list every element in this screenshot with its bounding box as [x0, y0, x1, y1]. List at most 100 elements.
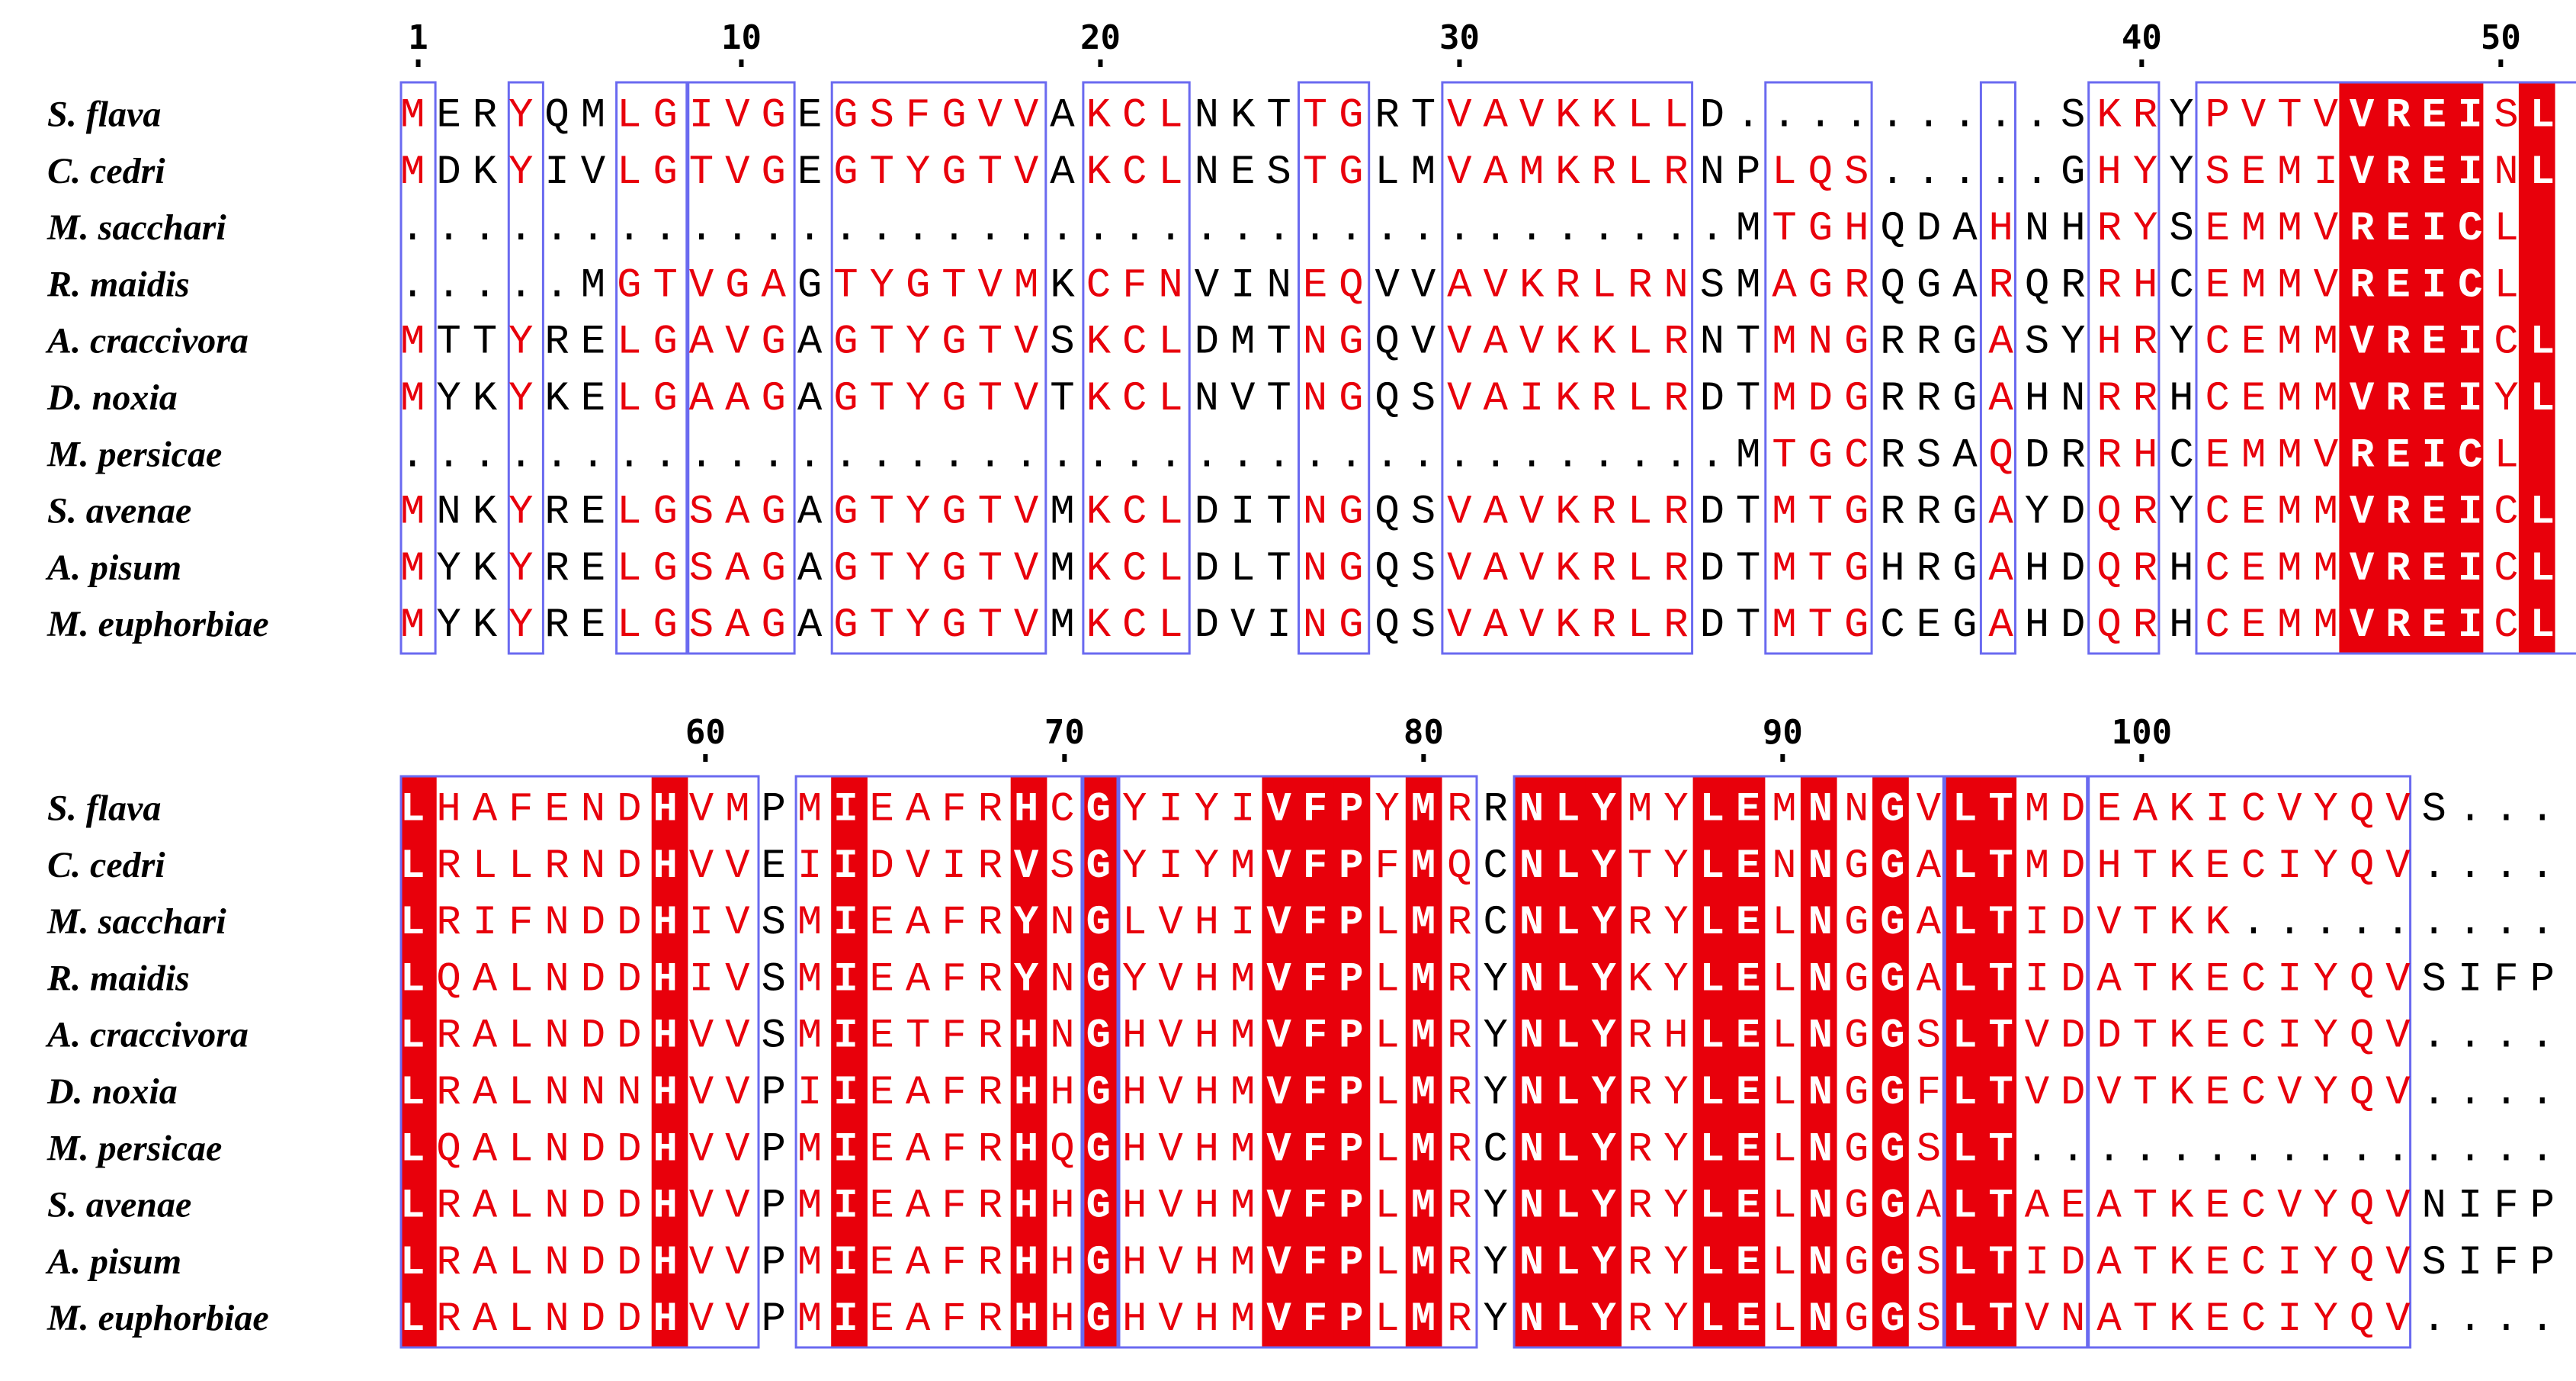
similarity-box: [2087, 81, 2161, 655]
ruler-tick-label: 10: [721, 18, 762, 57]
species-name: S. avenae: [47, 1185, 191, 1225]
identical-column-highlight: [831, 776, 868, 1347]
similarity-box: [1943, 775, 2089, 1349]
species-name: A. pisum: [45, 1241, 181, 1282]
identical-column-highlight: [1549, 776, 1586, 1347]
ruler-tick-label: 20: [1080, 18, 1121, 57]
similarity-box: [794, 775, 1083, 1349]
species-name: M. sacchari: [47, 901, 226, 942]
identical-column-highlight: [1082, 776, 1119, 1347]
identical-column-highlight: [1010, 776, 1047, 1347]
similarity-box: [1298, 81, 1371, 655]
identical-column-highlight: [1980, 776, 2017, 1347]
ruler-tick-label: 70: [1044, 713, 1085, 752]
similarity-box: [830, 81, 1047, 655]
ruler-tick-mark: [1421, 754, 1426, 762]
ruler-tick-mark: [1098, 59, 1103, 67]
ruler-tick-label: 90: [1763, 713, 1803, 752]
ruler-tick-mark: [2498, 59, 2504, 67]
similarity-box: [1513, 775, 1945, 1349]
similarity-box: [1441, 81, 1694, 655]
identical-column-highlight: [1800, 776, 1837, 1347]
identical-column-highlight: [1585, 776, 1622, 1347]
similarity-box: [2195, 81, 2576, 655]
ruler-tick-label: 40: [2122, 18, 2162, 57]
ruler-tick-mark: [415, 59, 421, 67]
identical-column-highlight: [1728, 776, 1766, 1347]
species-name: C. cedri: [47, 845, 165, 885]
species-name: M. persicae: [47, 1128, 222, 1168]
similarity-box: [687, 81, 796, 655]
identical-column-highlight: [1944, 776, 1981, 1347]
similarity-box: [1118, 775, 1478, 1349]
identical-column-highlight: [1692, 776, 1730, 1347]
species-name: M. persicae: [47, 434, 222, 474]
identical-column-highlight: [651, 776, 688, 1347]
species-name: S. avenae: [47, 491, 191, 532]
alignment-block-2: 60 70 80 90 100 S. flava L H A F E N D H V M P M I E A F R H C G Y…: [45, 713, 2555, 1349]
identical-column-highlight: [2518, 82, 2555, 654]
species-name: A. craccivora: [45, 1015, 249, 1055]
ruler-tick-mark: [1780, 754, 1785, 762]
identical-column-highlight: [1333, 776, 1371, 1347]
ruler-tick-mark: [1062, 754, 1067, 762]
similarity-box: [1082, 775, 1119, 1349]
ruler-tick-label: 100: [2112, 713, 2172, 752]
similarity-box: [507, 81, 544, 655]
identical-column-highlight: [2446, 82, 2484, 654]
similarity-box: [399, 775, 760, 1349]
identical-column-highlight: [1405, 776, 1442, 1347]
ruler-tick-mark: [2139, 59, 2145, 67]
identical-column-highlight: [400, 776, 437, 1347]
species-name: M. euphorbiae: [47, 1298, 269, 1338]
similarity-box: [615, 81, 688, 655]
species-name: D. noxia: [47, 377, 178, 418]
identical-column-highlight: [2339, 82, 2376, 654]
ruler-tick-label: 50: [2481, 18, 2521, 57]
species-name: A. pisum: [45, 548, 181, 588]
similarity-box: [1979, 81, 2016, 655]
ruler-tick-label: 80: [1403, 713, 1444, 752]
ruler-tick-mark: [1457, 59, 1462, 67]
species-name: C. cedri: [47, 151, 165, 191]
identical-column-highlight: [1262, 776, 1299, 1347]
identical-column-highlight: [1298, 776, 1335, 1347]
identical-column-highlight: [2411, 82, 2448, 654]
ruler-tick-mark: [2139, 754, 2145, 762]
ruler-tick-label: 60: [685, 713, 726, 752]
similarity-box: [1082, 81, 1191, 655]
similarity-box: [1764, 81, 1873, 655]
species-name: D. noxia: [47, 1071, 178, 1112]
alignment-block-1: 1 10 20 30 40 50 S. flava M E R Y Q M L G I V G E G S F G V V A K C…: [45, 18, 2576, 655]
species-name: M. sacchari: [47, 207, 226, 248]
species-name: R. maidis: [47, 264, 190, 304]
identical-column-highlight: [2375, 82, 2412, 654]
species-name: S. flava: [47, 94, 161, 134]
ruler-tick-mark: [739, 59, 744, 67]
identical-column-highlight: [1872, 776, 1909, 1347]
species-name: A. craccivora: [45, 321, 249, 361]
identical-column-highlight: [1513, 776, 1550, 1347]
similarity-box: [399, 81, 437, 655]
species-name: R. maidis: [47, 958, 190, 998]
